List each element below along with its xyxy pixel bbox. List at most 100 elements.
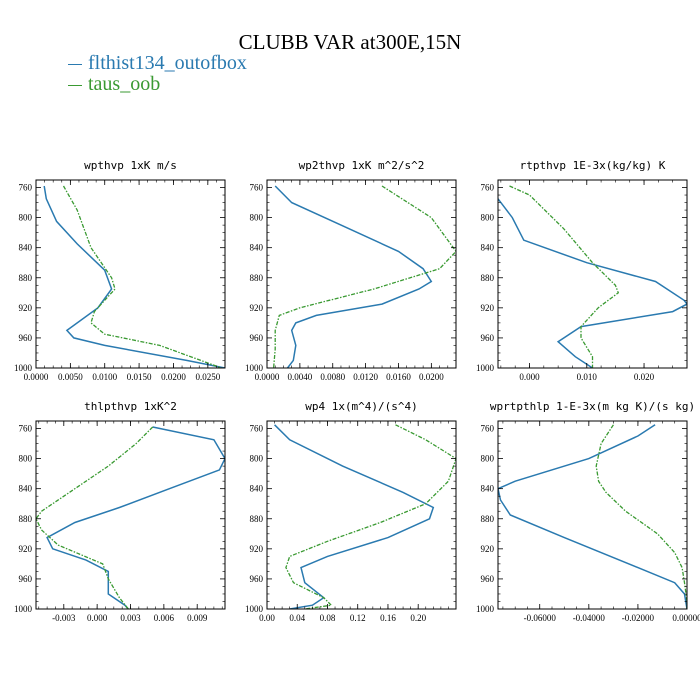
series-line-flthist134-outofbox xyxy=(498,198,687,368)
plot-frame xyxy=(497,420,688,610)
y-tick-label: 760 xyxy=(481,424,495,434)
legend-label: flthist134_outofbox xyxy=(88,52,247,74)
y-tick-label: 920 xyxy=(19,303,33,313)
series-line-taus-oob xyxy=(509,185,620,368)
y-tick-label: 1000 xyxy=(14,363,33,373)
y-tick-label: 1000 xyxy=(476,363,495,373)
y-tick-label: 1000 xyxy=(245,604,264,614)
x-tick-label: 0.0000 xyxy=(24,372,49,382)
y-tick-label: 1000 xyxy=(245,363,264,373)
x-tick-label: 0.003 xyxy=(120,613,141,623)
series-line-flthist134-outofbox xyxy=(43,185,225,368)
x-tick-label: 0.0150 xyxy=(127,372,152,382)
x-tick-label: 0.020 xyxy=(634,372,655,382)
x-tick-label: 0.0040 xyxy=(287,372,312,382)
y-tick-label: 840 xyxy=(19,484,33,494)
panel-title: wp4 1x(m^4)/(s^4) xyxy=(305,400,418,413)
y-tick-label: 1000 xyxy=(476,604,495,614)
y-tick-label: 1000 xyxy=(14,604,33,614)
y-tick-label: 880 xyxy=(250,514,264,524)
y-tick-label: 760 xyxy=(250,424,264,434)
panel-title: wprtpthlp 1-E-3x(m kg K)/(s kg) xyxy=(490,400,695,413)
panel-title: thlpthvp 1xK^2 xyxy=(84,400,177,413)
y-tick-label: 760 xyxy=(19,183,33,193)
chart-panel-6: wprtpthlp 1-E-3x(m kg K)/(s kg) 760 800 840… xyxy=(476,400,700,623)
legend-item-flthist134-outofbox: flthist134_outofbox xyxy=(68,52,247,75)
x-tick-label: 0.0080 xyxy=(320,372,345,382)
y-tick-label: 840 xyxy=(19,243,33,253)
y-tick-label: 840 xyxy=(250,484,264,494)
x-tick-label: 0.000 xyxy=(87,613,108,623)
y-tick-label: 800 xyxy=(481,213,495,223)
y-tick-label: 800 xyxy=(19,213,33,223)
legend-item-taus-oob: taus_oob xyxy=(68,73,160,96)
y-tick-label: 760 xyxy=(250,183,264,193)
y-tick-label: 920 xyxy=(250,544,264,554)
y-tick-label: 920 xyxy=(250,303,264,313)
x-tick-label: 0.009 xyxy=(187,613,208,623)
figure-title: CLUBB VAR at300E,15N xyxy=(238,30,462,54)
y-tick-label: 840 xyxy=(481,243,495,253)
y-tick-label: 920 xyxy=(19,544,33,554)
y-tick-label: 960 xyxy=(19,574,33,584)
x-tick-label: 0.000 xyxy=(519,372,540,382)
x-tick-label: 0.0050 xyxy=(58,372,83,382)
chart-panel-3: rtpthvp 1E-3x(kg/kg) K 760 800 840 880 920 960… xyxy=(476,159,688,382)
y-tick-label: 880 xyxy=(19,514,33,524)
x-tick-label: -0.04000 xyxy=(573,613,606,623)
y-tick-label: 760 xyxy=(481,183,495,193)
panel-title: wpthvp 1xK m/s xyxy=(84,159,177,172)
series-line-taus-oob xyxy=(272,185,456,368)
series-line-taus-oob xyxy=(62,185,222,368)
y-tick-label: 880 xyxy=(19,273,33,283)
series-line-flthist134-outofbox xyxy=(274,185,433,368)
y-tick-label: 920 xyxy=(481,544,495,554)
x-tick-label: 0.00000 xyxy=(672,613,700,623)
x-tick-label: 0.010 xyxy=(577,372,598,382)
series-line-flthist134-outofbox xyxy=(498,424,687,609)
x-tick-label: 0.0000 xyxy=(255,372,280,382)
y-tick-label: 960 xyxy=(250,333,264,343)
x-tick-label: 0.12 xyxy=(350,613,366,623)
y-tick-label: 800 xyxy=(19,454,33,464)
x-tick-label: 0.0200 xyxy=(161,372,186,382)
y-tick-label: 840 xyxy=(481,484,495,494)
y-tick-label: 960 xyxy=(481,574,495,584)
x-tick-label: 0.0250 xyxy=(195,372,220,382)
x-tick-label: 0.006 xyxy=(154,613,175,623)
y-tick-label: 920 xyxy=(481,303,495,313)
y-tick-label: 880 xyxy=(250,273,264,283)
x-tick-label: 0.16 xyxy=(380,613,396,623)
x-tick-label: -0.003 xyxy=(52,613,76,623)
y-tick-label: 880 xyxy=(481,514,495,524)
x-tick-label: 0.0100 xyxy=(92,372,117,382)
chart-panel-1: wpthvp 1xK m/s76080084088092096010000.00… xyxy=(14,159,226,382)
x-tick-label: 0.08 xyxy=(320,613,336,623)
series-line-taus-oob xyxy=(36,426,154,609)
y-tick-label: 960 xyxy=(250,574,264,584)
chart-panel-5: wp4 1x(m^4)/(s^4)76080084088092096010000… xyxy=(245,400,457,623)
x-tick-label: -0.06000 xyxy=(524,613,557,623)
panel-title: rtpthvp 1E-3x(kg/kg) K xyxy=(520,159,666,172)
legend-swatch-solid xyxy=(68,63,82,65)
x-tick-label: -0.02000 xyxy=(622,613,655,623)
plot-frame xyxy=(266,420,457,610)
y-tick-label: 800 xyxy=(250,454,264,464)
series-line-taus-oob xyxy=(595,424,687,609)
chart-panel-2: wp2thvp 1xK m^2/s^2 760 800 840 880 920 960 100… xyxy=(245,159,457,382)
chart-panel-4: thlpthvp 1xK^2 760 800 840 880 920 960 1000 -0.0… xyxy=(14,400,226,623)
plot-frame xyxy=(35,420,226,610)
y-tick-label: 880 xyxy=(481,273,495,283)
x-tick-label: 0.00 xyxy=(259,613,275,623)
x-tick-label: 0.0160 xyxy=(386,372,411,382)
series-line-taus-oob xyxy=(285,424,456,609)
y-tick-label: 800 xyxy=(481,454,495,464)
plot-frame xyxy=(266,179,457,369)
series-line-flthist134-outofbox xyxy=(46,426,225,609)
series-line-flthist134-outofbox xyxy=(274,424,435,609)
x-tick-label: 0.0120 xyxy=(353,372,378,382)
x-tick-label: 0.0200 xyxy=(419,372,444,382)
legend-label: taus_oob xyxy=(88,73,161,95)
plot-frame xyxy=(497,179,688,369)
